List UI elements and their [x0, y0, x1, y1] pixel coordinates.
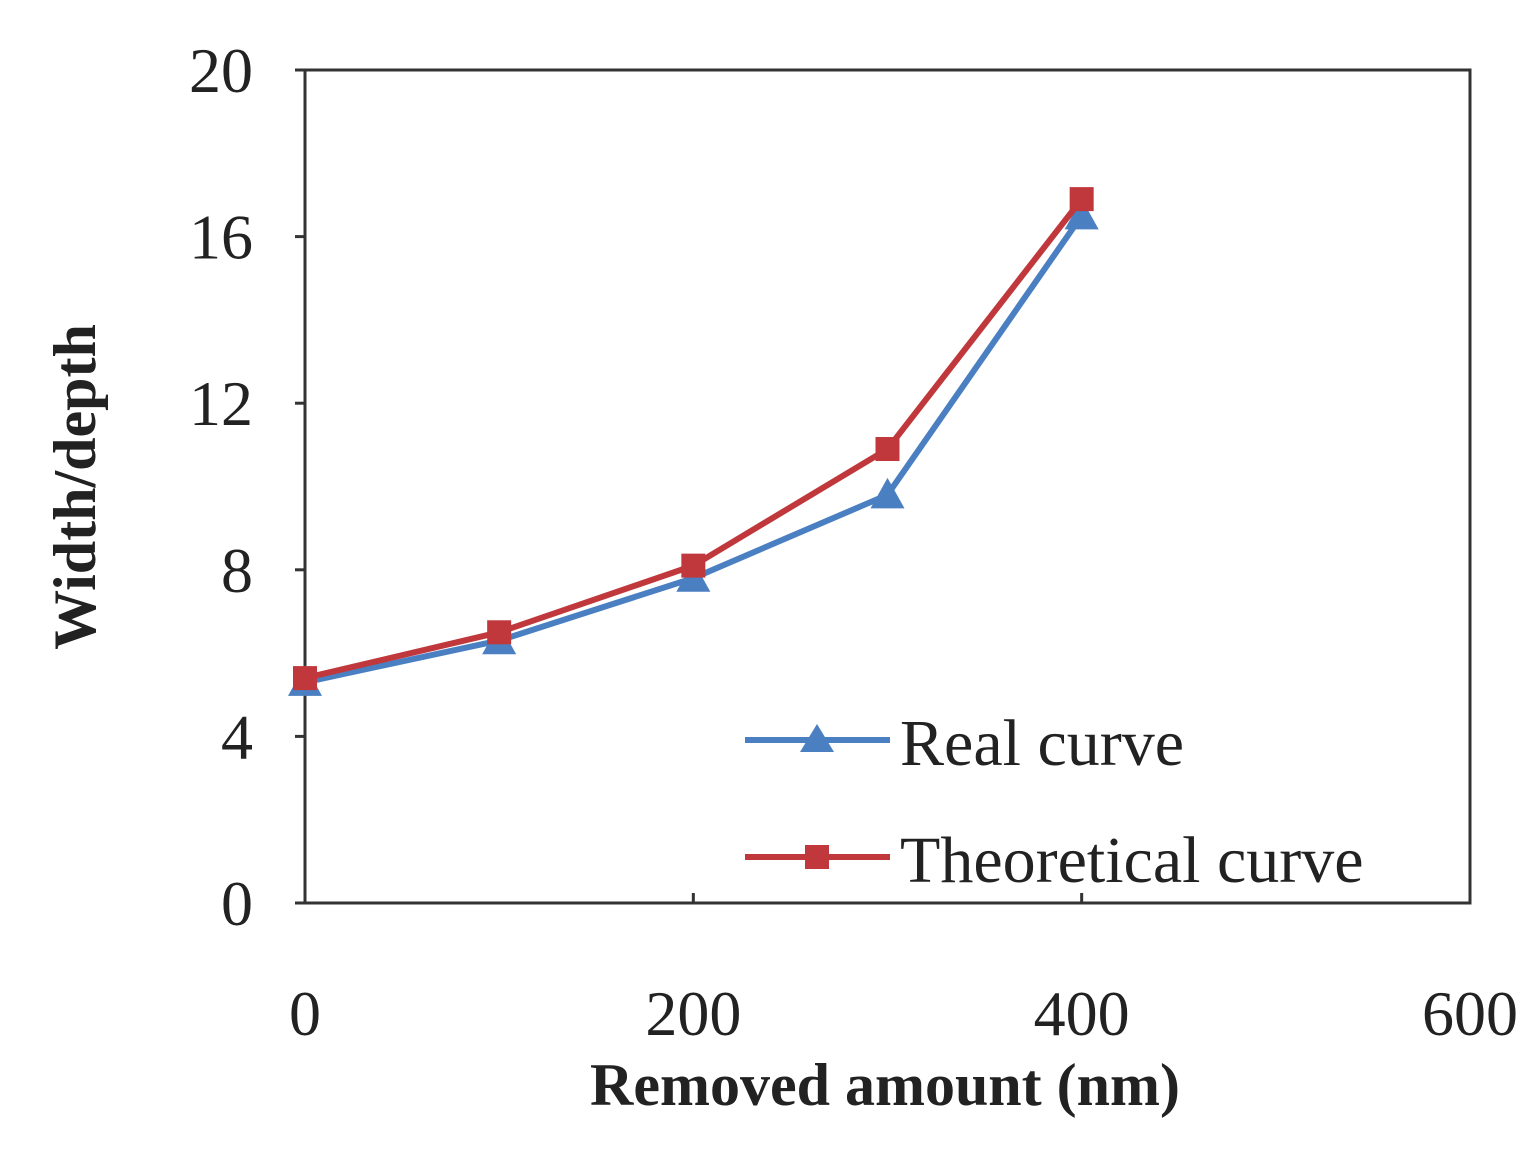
real-curve-point-300 — [870, 477, 905, 509]
legend-item-real-curve: Real curve — [745, 707, 1184, 780]
legend: Real curve Theoretical curve — [745, 707, 1364, 897]
x-axis-tick-labels: 0 200 400 600 — [289, 978, 1518, 1049]
y-tick-label-12: 12 — [189, 368, 253, 439]
x-tick-label-600: 600 — [1422, 978, 1518, 1049]
legend-label-real-curve: Real curve — [900, 707, 1184, 780]
square-marker-icon — [805, 845, 829, 869]
plot-area-frame — [303, 68, 1472, 905]
x-axis-ticks — [303, 893, 1472, 903]
y-tick-label-16: 16 — [189, 202, 253, 273]
series-theoretical-curve — [293, 187, 1094, 691]
theoretical-curve-point-200 — [681, 553, 706, 578]
y-axis-title: Width/depth — [42, 324, 108, 650]
series-real-curve — [288, 198, 1099, 696]
x-tick-label-400: 400 — [1034, 978, 1130, 1049]
real-curve-point-400 — [1064, 198, 1099, 230]
y-tick-label-4: 4 — [221, 701, 253, 772]
y-tick-label-8: 8 — [221, 535, 253, 606]
x-tick-label-0: 0 — [289, 978, 321, 1049]
theoretical-curve-point-0 — [293, 666, 317, 691]
legend-label-theoretical-curve: Theoretical curve — [900, 824, 1364, 897]
theoretical-curve-line — [304, 197, 1085, 682]
x-tick-label-200: 200 — [645, 978, 741, 1049]
y-tick-label-0: 0 — [221, 868, 253, 939]
x-axis-title: Removed amount (nm) — [590, 1052, 1180, 1118]
theoretical-curve-point-300 — [875, 437, 900, 462]
y-tick-label-20: 20 — [189, 35, 253, 106]
triangle-marker-icon — [800, 724, 834, 752]
legend-item-theoretical-curve: Theoretical curve — [745, 824, 1364, 897]
theoretical-curve-point-400 — [1069, 187, 1094, 212]
theoretical-curve-point-100 — [487, 620, 512, 645]
y-axis-ticks — [295, 68, 305, 905]
y-axis-tick-labels: 0 4 8 12 16 20 — [189, 35, 253, 939]
real-curve-line — [304, 214, 1085, 686]
